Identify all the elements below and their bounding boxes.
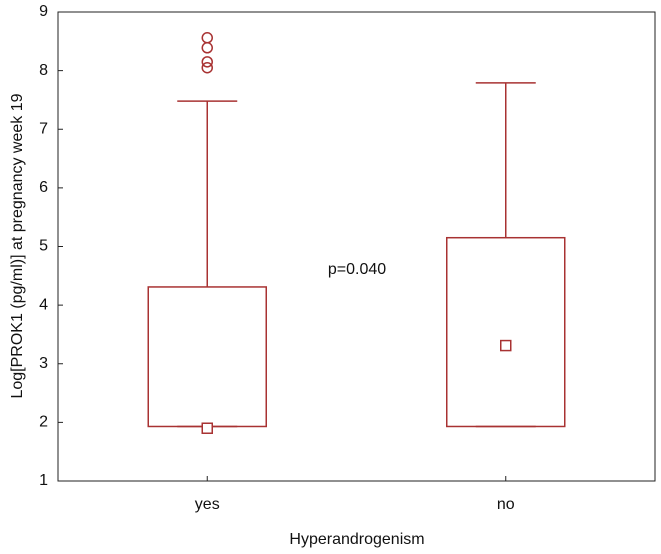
outlier [201, 56, 213, 68]
median-marker [201, 422, 213, 434]
y-tick-label: 8 [39, 62, 48, 79]
box [446, 236, 566, 428]
y-tick-label: 5 [39, 238, 48, 255]
y-tick-label: 6 [39, 179, 48, 196]
x-axis-title: Hyperandrogenism [289, 531, 424, 548]
y-tick-label: 3 [39, 355, 48, 372]
y-tick-label: 4 [39, 296, 48, 313]
y-tick-label: 9 [39, 3, 48, 20]
x-tick-label: yes [195, 496, 220, 513]
median-marker [500, 339, 512, 352]
y-tick-label: 7 [39, 120, 48, 137]
x-tick-label: no [497, 496, 515, 513]
outlier [201, 61, 213, 74]
annotation: p=0.040 [328, 261, 386, 278]
y-tick-label: 2 [39, 414, 48, 431]
y-tick-label: 1 [39, 472, 48, 489]
box [147, 286, 267, 428]
outlier [201, 42, 213, 54]
outlier [201, 32, 213, 44]
y-axis-title: Log[PROK1 (pg/ml)] at pregnancy week 19 [9, 93, 26, 398]
